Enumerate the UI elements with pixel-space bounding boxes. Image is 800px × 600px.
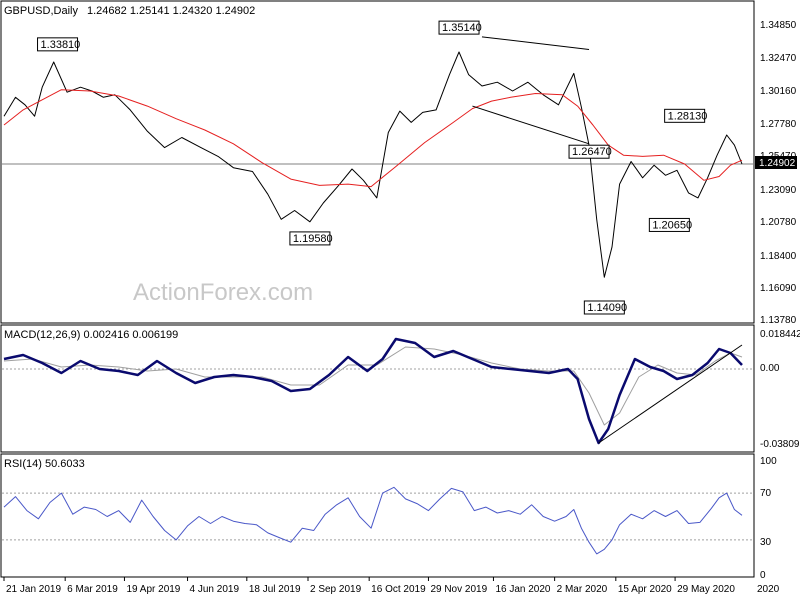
x-axis-last-label: 2020	[757, 584, 780, 595]
annotation-box	[664, 108, 706, 123]
price-y-axis: 1.34850 1.32470 1.30160 1.27780 1.25470 …	[760, 20, 797, 326]
price-annotation: 1.19580	[289, 231, 333, 246]
x-axis-tick-label: 16 Jan 2020	[495, 584, 550, 595]
x-axis-tick-label: 6 Mar 2019	[67, 584, 118, 595]
rsi-panel-frame	[0, 453, 755, 578]
annotation-box	[37, 37, 79, 52]
macd-panel-title: MACD(12,26,9) 0.002416 0.006199	[4, 329, 178, 341]
x-axis-tick-label: 29 Nov 2019	[430, 584, 487, 595]
annotation-box	[568, 144, 610, 159]
macd-signal-line	[3, 346, 743, 426]
price-y-tick: 1.13780	[760, 315, 797, 326]
macd-trendline	[598, 344, 743, 444]
price-annotation: 1.20650	[648, 217, 692, 232]
current-price-label: 1.24902	[759, 158, 796, 169]
price-y-tick: 1.34850	[760, 20, 797, 31]
price-y-tick: 1.32470	[760, 53, 797, 64]
rsi-y-tick: 70	[760, 488, 772, 499]
x-axis-tick-label: 16 Oct 2019	[371, 584, 426, 595]
annotation-box	[583, 300, 625, 315]
macd-y-tick: -0.038095	[760, 439, 800, 450]
rsi-y-tick: 30	[760, 537, 772, 548]
macd-y-tick: 0.018442	[760, 329, 800, 340]
x-axis-tick-label: 15 Apr 2020	[618, 584, 672, 595]
price-y-tick: 1.18400	[760, 251, 797, 262]
price-trendline	[472, 105, 590, 145]
ohlc-values: 1.24682 1.25141 1.24320 1.24902	[87, 5, 255, 17]
rsi-panel-title: RSI(14) 50.6033	[4, 458, 85, 470]
rsi-y-tick: 100	[760, 456, 777, 467]
x-axis-tick-label: 19 Apr 2019	[126, 584, 180, 595]
rsi-line	[3, 486, 743, 555]
price-panel-title: GBPUSD,Daily	[4, 5, 78, 17]
annotation-label: 1.28130	[668, 110, 708, 122]
current-price-tag	[755, 156, 797, 169]
macd-panel-frame	[0, 324, 755, 453]
rsi-y-tick: 0	[760, 570, 766, 581]
price-annotation: 1.28130	[664, 108, 708, 123]
macd-y-tick: 0.00	[760, 363, 780, 374]
price-panel-frame	[0, 0, 755, 324]
x-axis-tick-label: 21 Jan 2019	[6, 584, 61, 595]
price-annotation: 1.33810	[37, 37, 81, 52]
price-annotation: 1.14090	[583, 300, 627, 315]
x-axis-tick-label: 18 Jul 2019	[249, 584, 301, 595]
price-y-tick: 1.16090	[760, 283, 797, 294]
price-y-tick: 1.27780	[760, 119, 797, 130]
annotation-label: 1.14090	[587, 302, 627, 314]
price-y-tick: 1.20780	[760, 217, 797, 228]
macd-y-axis: 0.018442 0.00 -0.038095	[760, 329, 800, 450]
price-y-tick: 1.30160	[760, 86, 797, 97]
x-axis-tick-label: 29 May 2020	[677, 584, 735, 595]
price-trendline	[481, 36, 590, 50]
x-axis-tick-label: 2 Sep 2019	[310, 584, 362, 595]
price-annotation: 1.26470	[568, 144, 612, 159]
annotation-label: 1.26470	[572, 146, 612, 158]
x-axis-tick-label: 2 Mar 2020	[557, 584, 608, 595]
annotation-label: 1.19580	[293, 233, 333, 245]
annotation-box	[438, 20, 480, 35]
annotation-label: 1.35140	[442, 22, 482, 34]
price-annotation: 1.35140	[438, 20, 482, 35]
annotation-box	[648, 217, 690, 232]
rsi-y-axis: 100 70 30 0	[760, 456, 777, 581]
moving-average-line	[3, 89, 743, 188]
price-series-line	[3, 51, 743, 278]
annotation-label: 1.20650	[652, 219, 692, 231]
macd-line	[3, 337, 743, 445]
price-y-tick: 1.23090	[760, 185, 797, 196]
watermark: ActionForex.com	[133, 279, 313, 306]
x-axis-tick-label: 4 Jun 2019	[190, 584, 240, 595]
annotation-label: 1.33810	[41, 39, 81, 51]
annotation-box	[289, 231, 331, 246]
